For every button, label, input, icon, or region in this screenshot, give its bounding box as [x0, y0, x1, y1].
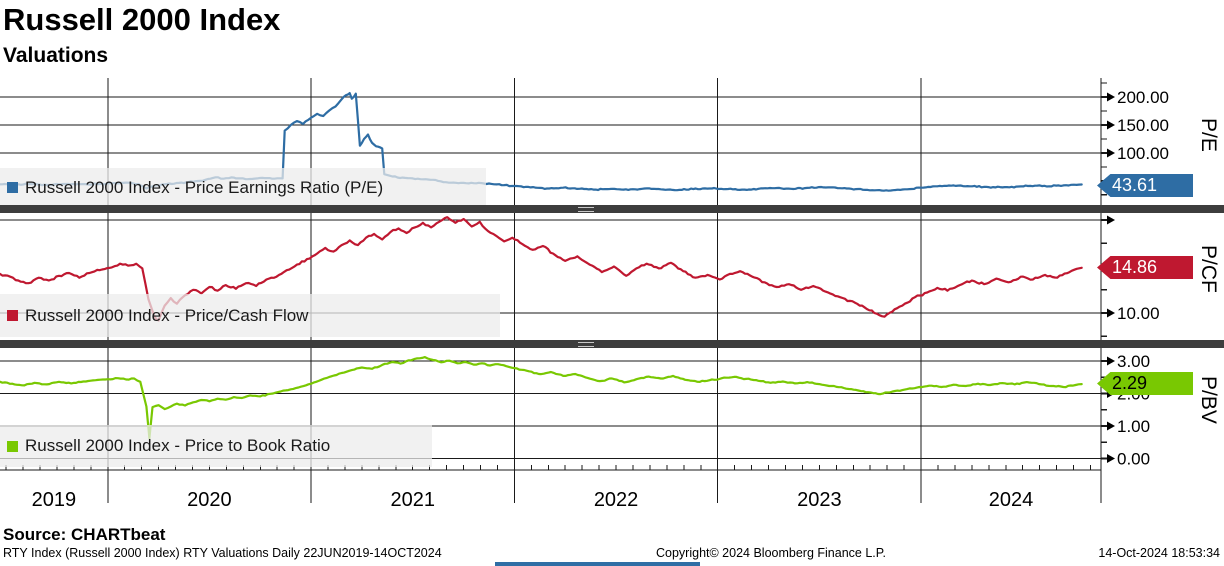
legend-pcf[interactable]: Russell 2000 Index - Price/Cash Flow [0, 294, 500, 337]
legend-pcf-label: Russell 2000 Index - Price/Cash Flow [25, 305, 309, 325]
legend-pbv-label: Russell 2000 Index - Price to Book Ratio [25, 436, 331, 455]
svg-text:100.00: 100.00 [1117, 144, 1169, 163]
svg-text:2020: 2020 [187, 489, 232, 511]
chart-area[interactable]: 2019 2020 2021 2022 2023 2024 200.00 150.00 100.… [0, 78, 1224, 512]
svg-text:1.00: 1.00 [1117, 417, 1150, 436]
pcf-series-swatch-icon [7, 310, 18, 321]
chart-canvas: 2019 2020 2021 2022 2023 2024 200.00 150.00 100.… [0, 78, 1169, 511]
svg-text:200.00: 200.00 [1117, 88, 1169, 107]
svg-text:150.00: 150.00 [1117, 116, 1169, 135]
svg-text:2022: 2022 [594, 489, 639, 511]
footer-copyright: Copyright© 2024 Bloomberg Finance L.P. [656, 546, 886, 560]
page-subtitle: Valuations [3, 44, 109, 67]
svg-text:2021: 2021 [390, 489, 435, 511]
source-label: Source: CHARTbeat [3, 525, 166, 544]
divider-grip-icon [578, 207, 594, 212]
axis-title-pcf: P/CF [1197, 245, 1220, 293]
footer-timestamp: 14-Oct-2024 18:53:34 [1098, 546, 1220, 560]
axis-title-pe: P/E [1197, 118, 1220, 152]
panel-divider-2[interactable] [0, 340, 1224, 348]
pe-series-swatch-icon [7, 182, 18, 193]
page-title: Russell 2000 Index [3, 2, 281, 37]
value-tag-pbv: 2.29 [1097, 372, 1193, 395]
svg-text:10.00: 10.00 [1117, 304, 1160, 323]
panel-divider-1[interactable] [0, 205, 1224, 213]
scrollbar-thumb[interactable] [495, 562, 700, 566]
value-tag-pcf: 14.86 [1097, 256, 1193, 279]
legend-pe[interactable]: Russell 2000 Index - Price Earnings Rati… [0, 168, 486, 207]
svg-text:2019: 2019 [32, 489, 77, 511]
svg-text:3.00: 3.00 [1117, 352, 1150, 371]
svg-text:2024: 2024 [989, 489, 1034, 511]
pbv-series-swatch-icon [7, 440, 18, 452]
divider-grip-icon [578, 342, 594, 347]
value-tag-pe: 43.61 [1097, 174, 1193, 197]
legend-pe-label: Russell 2000 Index - Price Earnings Rati… [25, 177, 384, 197]
footer-security-info: RTY Index (Russell 2000 Index) RTY Valua… [3, 546, 442, 560]
axis-title-pbv: P/BV [1197, 376, 1220, 424]
svg-text:2023: 2023 [797, 489, 842, 511]
legend-pbv[interactable]: Russell 2000 Index - Price to Book Ratio [0, 425, 432, 467]
svg-text:0.00: 0.00 [1117, 449, 1150, 468]
